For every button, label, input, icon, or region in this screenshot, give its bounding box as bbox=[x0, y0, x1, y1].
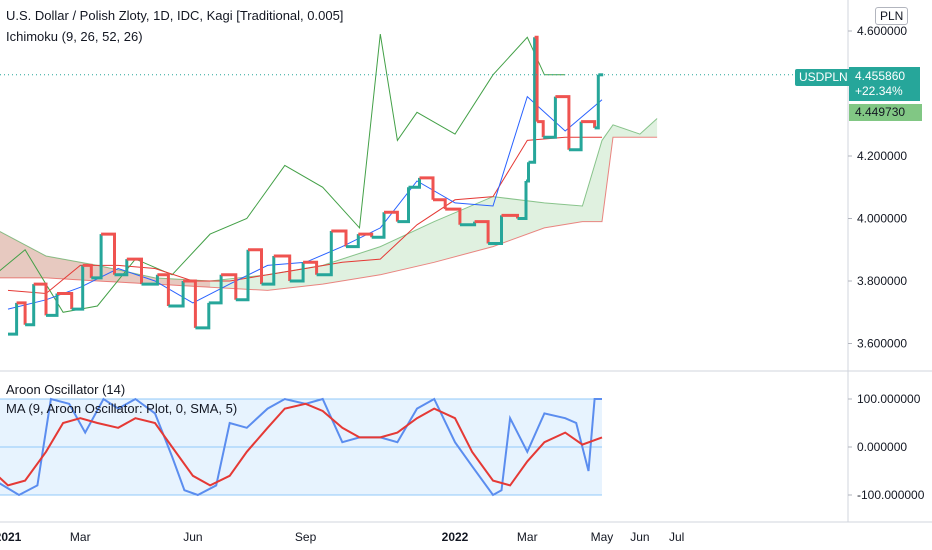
kagi-segment bbox=[594, 74, 600, 130]
aroon-oscillator-line bbox=[0, 397, 602, 497]
price-tick-label: 3.800000 bbox=[857, 274, 907, 288]
kagi-segment bbox=[568, 121, 583, 152]
kagi-segment bbox=[126, 257, 143, 285]
kagi-segment bbox=[71, 265, 85, 311]
kagi-segment bbox=[141, 274, 159, 286]
kagi-segment bbox=[543, 96, 557, 139]
price-tag: 4.455860 +22.34% bbox=[849, 67, 920, 101]
time-tick-label: Jun bbox=[630, 530, 649, 544]
time-tick-label: 2022 bbox=[442, 530, 469, 544]
kagi-segment bbox=[157, 273, 170, 306]
time-tick-label: Sep bbox=[295, 530, 317, 544]
kagi-segment bbox=[101, 232, 116, 275]
kagi-segment bbox=[528, 37, 537, 164]
kagi-segment bbox=[474, 220, 490, 244]
time-tick-label: Jul bbox=[669, 530, 684, 544]
kagi-segment bbox=[419, 176, 435, 200]
kagi-segment bbox=[371, 212, 386, 239]
aroon-legend: Aroon Oscillator (14) bbox=[6, 382, 126, 397]
kagi-segment bbox=[168, 281, 185, 308]
kagi-segment bbox=[488, 215, 503, 245]
leading-span-a bbox=[0, 118, 658, 282]
time-tick-label: Jun bbox=[183, 530, 202, 544]
kagi-segment bbox=[208, 274, 223, 305]
kagi-segment bbox=[16, 301, 27, 325]
kagi-segment bbox=[235, 249, 250, 302]
kagi-segment bbox=[408, 177, 421, 189]
price-value: 4.455860 bbox=[855, 69, 906, 83]
kagi-segment bbox=[273, 254, 292, 281]
price-tick-label: 4.600000 bbox=[857, 24, 907, 38]
kagi-segment bbox=[183, 279, 197, 328]
kagi-segment bbox=[331, 229, 348, 247]
time-tick-label: May bbox=[591, 530, 614, 544]
kagi-segment bbox=[534, 35, 539, 122]
ref-price-tag: 4.449730 bbox=[849, 104, 922, 121]
kagi-segment bbox=[46, 293, 59, 317]
kagi-segment bbox=[384, 210, 399, 222]
ichimoku-cloud-bearish bbox=[0, 231, 211, 288]
kagi-segment bbox=[581, 120, 597, 128]
kagi-segment bbox=[303, 260, 319, 275]
price-change: +22.34% bbox=[855, 84, 903, 98]
currency-badge[interactable]: PLN bbox=[875, 7, 909, 25]
kagi-segment bbox=[82, 263, 93, 278]
osc-tick-label: 100.000000 bbox=[857, 392, 921, 406]
currency-label: PLN bbox=[880, 9, 904, 23]
chart-title: U.S. Dollar / Polish Zloty, 1D, IDC, Kag… bbox=[6, 8, 344, 23]
osc-tick-label: 0.000000 bbox=[857, 440, 907, 454]
kagi-segment bbox=[33, 282, 48, 316]
kagi-segment bbox=[316, 231, 333, 277]
price-tick-label: 3.600000 bbox=[857, 337, 907, 351]
kagi-segment bbox=[195, 302, 211, 330]
aroon-ma-line bbox=[0, 402, 603, 487]
leading-span-b bbox=[0, 136, 658, 291]
kagi-segment bbox=[445, 207, 462, 225]
price-tick-label: 4.200000 bbox=[857, 149, 907, 163]
kagi-segment bbox=[289, 262, 305, 283]
kagi-segment bbox=[25, 284, 36, 327]
base-line bbox=[7, 136, 602, 295]
time-tick-label: 2021 bbox=[0, 530, 22, 544]
kagi-segment bbox=[433, 198, 447, 210]
time-tick-label: Mar bbox=[517, 530, 538, 544]
ichimoku-legend: Ichimoku (9, 26, 52, 26) bbox=[6, 29, 143, 44]
kagi-segment bbox=[261, 256, 276, 286]
kagi-segment bbox=[346, 234, 360, 249]
time-tick-label: Mar bbox=[70, 530, 91, 544]
kagi-segment bbox=[57, 292, 74, 310]
kagi-segment bbox=[526, 162, 530, 183]
kagi-segment bbox=[91, 234, 103, 280]
aroon-ma-legend: MA (9, Aroon Oscillator: Plot, 0, SMA, 5… bbox=[6, 401, 238, 416]
kagi-segment bbox=[114, 259, 129, 277]
kagi-segment bbox=[221, 273, 238, 300]
kagi-segment bbox=[517, 181, 528, 220]
kagi-segment bbox=[8, 302, 19, 336]
kagi-segment bbox=[397, 187, 410, 224]
price-tick-label: 4.000000 bbox=[857, 212, 907, 226]
kagi-segment bbox=[555, 95, 571, 150]
osc-tick-label: -100.000000 bbox=[857, 488, 925, 502]
symbol-tag: USDPLN bbox=[795, 69, 852, 86]
kagi-segment bbox=[248, 248, 263, 285]
kagi-segment bbox=[537, 120, 545, 138]
